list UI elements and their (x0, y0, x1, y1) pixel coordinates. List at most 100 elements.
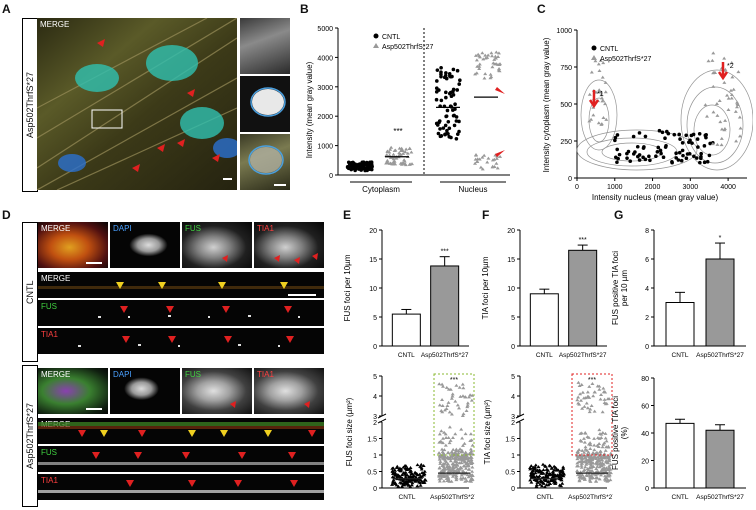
point-cntl-nucleus (444, 90, 448, 95)
xtick-label: 0 (575, 184, 579, 191)
point-mutant (594, 479, 599, 483)
point-mutant (586, 435, 591, 439)
point-mutant (598, 449, 603, 453)
point-cntl (656, 145, 661, 150)
ytick-label: 1000 (317, 144, 333, 151)
point-mutant (725, 93, 730, 97)
ytick-label: 1 (511, 453, 515, 460)
point-mutant (595, 462, 600, 466)
point-cntl (418, 483, 423, 487)
point-mut-nucleus (496, 51, 501, 55)
point-mutant (454, 465, 459, 469)
point-mutant (726, 96, 731, 100)
point-mut-nucleus (490, 54, 495, 58)
point-mutant (466, 475, 471, 479)
point-cntl-nucleus (435, 68, 440, 72)
panel-a-row-label-box: Asp502ThrfS*27 (22, 18, 38, 192)
point-mutant (465, 405, 470, 409)
point-mutant (441, 436, 446, 440)
point-mutant (604, 439, 609, 443)
point-mutant (729, 92, 734, 96)
point-mutant (599, 90, 604, 94)
chart-b-group-cytoplasm: Cytoplasm (362, 185, 400, 194)
chart-c-legend-cntl: CNTL (600, 46, 618, 53)
point-mut-nucleus (493, 54, 498, 58)
point-cntl-nucleus (447, 126, 452, 131)
point-mut-nucleus (495, 166, 500, 170)
chart-b-annotation: *** (393, 127, 402, 136)
point-mut-nucleus (492, 165, 497, 169)
point-mutant (596, 121, 601, 125)
point-mutant (458, 447, 463, 451)
point-mutant (594, 467, 599, 471)
point-mutant (588, 441, 593, 445)
bar-asp502thrfs*27 (430, 265, 460, 347)
significance: *** (450, 377, 458, 384)
point-mut-nucleus (473, 161, 478, 165)
point-cntl (680, 141, 685, 145)
point-cntl (393, 473, 398, 477)
point-cntl (421, 463, 426, 467)
point-cntl-cytoplasm (358, 166, 362, 171)
d-cntl-dapi-label: DAPI (113, 224, 132, 233)
point-mutant (588, 465, 593, 469)
point-cntl (419, 467, 424, 471)
point-mut-nucleus (477, 62, 482, 66)
point-mut-nucleus (491, 61, 496, 65)
point-mutant (468, 455, 473, 459)
point-cntl-nucleus (438, 127, 442, 131)
point-mutant (722, 128, 727, 132)
point-cntl (542, 485, 547, 489)
ytick-label: 6 (645, 257, 649, 264)
point-cntl-nucleus (453, 102, 457, 107)
point-cntl (407, 479, 412, 483)
point-mutant (456, 406, 461, 410)
chart-e-bottom: FUS foci size (µm²) 0 0.5 1 1.5 23 4 5 *** CNTL As… (345, 373, 475, 501)
point-mut-cytoplasm (387, 161, 392, 165)
point-mutant (584, 462, 589, 466)
point-mutant (737, 134, 742, 138)
point-mutant (722, 56, 727, 60)
point-cntl (398, 480, 403, 484)
point-cntl (658, 148, 663, 153)
point-mut-nucleus (493, 56, 498, 60)
point-mutant (577, 402, 582, 406)
point-mutant (603, 456, 608, 460)
ytick-label: 500 (560, 102, 572, 109)
point-cntl (617, 152, 622, 157)
point-cntl (665, 129, 669, 134)
point-mutant (586, 450, 591, 454)
point-mutant (444, 473, 449, 477)
point-mutant (583, 465, 588, 469)
point-mutant (598, 397, 603, 401)
d-cntl-strip-tia1-label: TIA1 (41, 330, 58, 339)
point-mutant (448, 459, 453, 463)
point-mut-cytoplasm (393, 162, 398, 166)
point-mutant (603, 436, 608, 440)
point-mut-cytoplasm (397, 153, 402, 157)
point-cntl (648, 158, 652, 163)
point-mutant (711, 51, 716, 55)
point-mutant (589, 460, 594, 464)
point-mutant (575, 461, 580, 465)
point-mutant (459, 460, 464, 464)
significance: * (719, 235, 722, 242)
point-cntl (613, 155, 618, 160)
point-cntl (613, 138, 617, 143)
bar-cntl (529, 293, 559, 347)
point-mutant (453, 399, 458, 403)
point-mutant (446, 400, 451, 404)
point-mutant (576, 449, 581, 453)
point-mutant (594, 476, 599, 480)
point-cntl-nucleus (444, 114, 448, 119)
point-mutant (714, 102, 719, 106)
significance: *** (588, 377, 596, 384)
point-cntl (529, 480, 534, 484)
point-cntl (557, 471, 562, 475)
point-mutant (454, 476, 459, 480)
point-mutant (578, 431, 583, 435)
point-mutant (587, 453, 592, 457)
ytick-label: 4000 (317, 55, 333, 62)
point-cntl (643, 157, 648, 162)
ytick-label: 2 (373, 420, 377, 427)
